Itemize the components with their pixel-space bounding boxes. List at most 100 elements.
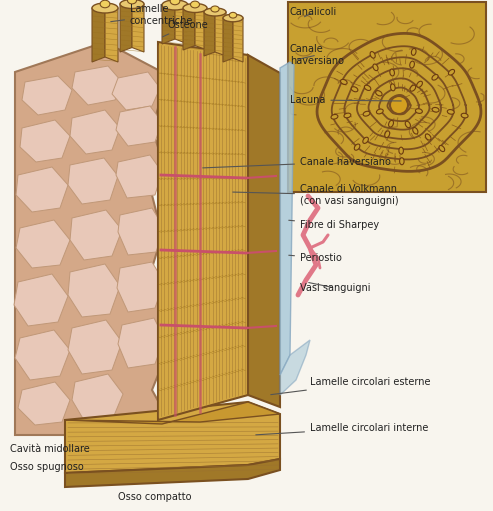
Ellipse shape: [223, 14, 243, 22]
Polygon shape: [204, 8, 215, 56]
Ellipse shape: [354, 144, 360, 150]
Ellipse shape: [344, 113, 351, 118]
Text: Lamelle circolari esterne: Lamelle circolari esterne: [271, 377, 430, 394]
Ellipse shape: [410, 85, 416, 91]
Ellipse shape: [432, 75, 438, 80]
Ellipse shape: [363, 111, 370, 116]
Polygon shape: [280, 62, 294, 375]
Polygon shape: [20, 120, 70, 162]
Polygon shape: [72, 374, 123, 422]
Ellipse shape: [331, 114, 338, 119]
Ellipse shape: [416, 109, 423, 113]
Polygon shape: [280, 340, 310, 395]
Ellipse shape: [92, 3, 118, 13]
Polygon shape: [132, 0, 144, 52]
Polygon shape: [112, 72, 160, 110]
Ellipse shape: [341, 79, 347, 84]
Ellipse shape: [461, 113, 468, 118]
Ellipse shape: [399, 147, 403, 154]
Polygon shape: [248, 55, 280, 407]
Polygon shape: [195, 4, 207, 50]
Text: Fibre di Sharpey: Fibre di Sharpey: [289, 220, 379, 230]
Ellipse shape: [449, 69, 455, 75]
Text: Cavità midollare: Cavità midollare: [10, 444, 90, 454]
Polygon shape: [183, 4, 195, 50]
Polygon shape: [65, 402, 280, 473]
Polygon shape: [72, 66, 122, 105]
Polygon shape: [70, 110, 120, 154]
Text: Lamelle circolari interne: Lamelle circolari interne: [256, 423, 428, 435]
Ellipse shape: [417, 81, 423, 87]
Ellipse shape: [413, 128, 418, 134]
Polygon shape: [233, 14, 243, 62]
Polygon shape: [68, 320, 122, 374]
Polygon shape: [116, 155, 162, 198]
Ellipse shape: [377, 109, 383, 114]
Ellipse shape: [390, 69, 394, 76]
Ellipse shape: [400, 158, 404, 165]
Ellipse shape: [128, 0, 137, 4]
Ellipse shape: [211, 6, 219, 12]
Polygon shape: [175, 0, 188, 44]
Ellipse shape: [170, 0, 180, 5]
Polygon shape: [18, 382, 70, 425]
Ellipse shape: [432, 107, 439, 112]
Text: Lacuna: Lacuna: [290, 95, 401, 105]
Polygon shape: [118, 318, 164, 368]
Polygon shape: [105, 3, 118, 62]
Ellipse shape: [425, 134, 431, 140]
Ellipse shape: [120, 0, 144, 9]
Ellipse shape: [388, 121, 393, 127]
Polygon shape: [16, 167, 68, 212]
Ellipse shape: [410, 61, 415, 68]
Polygon shape: [70, 210, 122, 260]
Ellipse shape: [385, 131, 389, 137]
Circle shape: [390, 96, 408, 114]
Ellipse shape: [351, 87, 358, 92]
Polygon shape: [14, 274, 68, 326]
Polygon shape: [15, 42, 162, 435]
Text: Vasi sanguigni: Vasi sanguigni: [300, 283, 371, 293]
Polygon shape: [92, 3, 105, 62]
Polygon shape: [158, 42, 248, 420]
Polygon shape: [68, 158, 118, 204]
Polygon shape: [118, 208, 164, 255]
Text: Canale
haversiano: Canale haversiano: [290, 44, 344, 66]
Ellipse shape: [376, 90, 382, 96]
Ellipse shape: [229, 12, 237, 18]
Polygon shape: [162, 0, 175, 44]
Polygon shape: [16, 220, 70, 268]
Ellipse shape: [363, 137, 368, 144]
Polygon shape: [215, 8, 226, 56]
Ellipse shape: [390, 84, 395, 91]
Polygon shape: [288, 2, 486, 192]
Polygon shape: [68, 264, 120, 317]
Text: Canalicoli: Canalicoli: [290, 7, 337, 17]
Polygon shape: [15, 330, 70, 380]
Polygon shape: [116, 106, 162, 146]
Polygon shape: [65, 402, 280, 424]
Polygon shape: [223, 14, 233, 62]
Text: Osteone: Osteone: [163, 20, 209, 37]
Ellipse shape: [447, 109, 454, 114]
Polygon shape: [117, 262, 164, 312]
Ellipse shape: [373, 64, 378, 71]
Ellipse shape: [370, 52, 375, 58]
Ellipse shape: [411, 49, 416, 55]
Ellipse shape: [183, 4, 207, 12]
Ellipse shape: [405, 121, 410, 128]
Ellipse shape: [204, 8, 226, 16]
Text: Osso spugnoso: Osso spugnoso: [10, 462, 84, 472]
Ellipse shape: [162, 0, 188, 10]
Polygon shape: [22, 76, 72, 115]
Ellipse shape: [100, 0, 110, 8]
Ellipse shape: [190, 1, 200, 8]
Text: Lamelle
concentriche: Lamelle concentriche: [111, 4, 193, 26]
Polygon shape: [65, 459, 280, 487]
Text: Canale haversiano: Canale haversiano: [203, 157, 391, 168]
Text: Osso compatto: Osso compatto: [118, 492, 191, 502]
Ellipse shape: [439, 146, 445, 152]
Text: Canale di Volkmann
(con vasi sanguigni): Canale di Volkmann (con vasi sanguigni): [233, 184, 399, 206]
Text: Periostio: Periostio: [289, 253, 342, 263]
Polygon shape: [120, 0, 132, 52]
